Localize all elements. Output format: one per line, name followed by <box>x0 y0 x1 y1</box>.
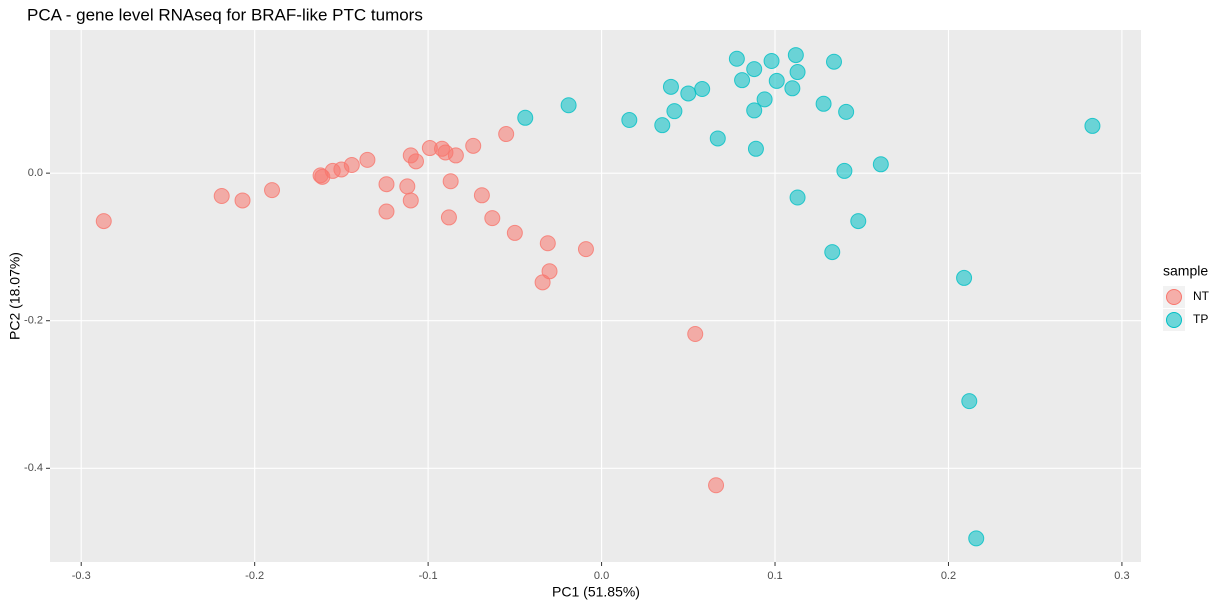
point <box>473 187 490 204</box>
x-tick-label: -0.3 <box>72 570 91 582</box>
x-tick-label: 0.0 <box>594 570 609 582</box>
point <box>378 176 395 193</box>
point <box>824 244 841 261</box>
point <box>213 188 230 205</box>
point <box>746 102 763 119</box>
point <box>687 326 704 342</box>
point <box>577 241 594 258</box>
point <box>746 61 763 78</box>
point <box>784 80 801 97</box>
point <box>560 97 577 114</box>
point <box>407 153 424 170</box>
x-tick-label: 0.1 <box>767 570 782 582</box>
point <box>787 47 804 64</box>
point <box>1084 117 1101 134</box>
point <box>442 173 459 190</box>
point <box>506 224 523 241</box>
point <box>728 50 745 67</box>
point <box>662 78 679 95</box>
point <box>440 209 457 226</box>
point <box>961 393 978 410</box>
point <box>465 137 482 154</box>
point <box>484 210 501 227</box>
point <box>264 182 281 199</box>
point <box>654 117 671 134</box>
y-axis-title: PC2 (18.07%) <box>7 252 23 340</box>
point <box>872 156 889 173</box>
point <box>956 269 973 286</box>
point <box>447 147 464 164</box>
legend-key <box>1166 312 1182 328</box>
point <box>768 72 785 89</box>
x-axis-title: PC1 (51.85%) <box>552 584 640 600</box>
point <box>838 103 855 120</box>
point <box>402 192 419 209</box>
point <box>734 72 751 89</box>
x-tick-label: 0.2 <box>941 570 956 582</box>
point <box>763 52 780 69</box>
point <box>621 112 638 129</box>
point <box>343 157 360 174</box>
legend-label: TP <box>1193 312 1208 326</box>
y-tick-label: -0.2 <box>24 315 43 327</box>
point <box>234 192 251 209</box>
point <box>836 162 853 179</box>
point <box>815 95 832 112</box>
point <box>708 477 725 494</box>
point <box>825 53 842 70</box>
point <box>747 140 764 157</box>
legend-label: NT <box>1193 289 1210 303</box>
x-tick-label: -0.2 <box>245 570 264 582</box>
point <box>95 213 112 230</box>
point <box>968 530 985 547</box>
point <box>694 81 711 98</box>
x-tick-label: -0.1 <box>419 570 438 582</box>
point <box>359 151 376 168</box>
point <box>789 189 806 206</box>
plot-panel <box>50 30 1141 562</box>
legend-title: sample <box>1163 263 1208 279</box>
point <box>789 64 806 81</box>
chart-title: PCA - gene level RNAseq for BRAF-like PT… <box>27 5 423 24</box>
point <box>378 203 395 220</box>
point <box>756 91 773 108</box>
point <box>517 109 534 126</box>
x-tick-label: 0.3 <box>1114 570 1129 582</box>
y-tick-label: -0.4 <box>24 462 43 474</box>
point <box>709 130 726 147</box>
legend-key <box>1166 289 1182 305</box>
point <box>534 274 551 291</box>
point <box>399 178 416 195</box>
point <box>666 103 683 120</box>
point <box>680 85 697 102</box>
y-tick-label: 0.0 <box>28 167 43 179</box>
point <box>539 235 556 252</box>
point <box>498 126 515 143</box>
point <box>850 213 867 230</box>
